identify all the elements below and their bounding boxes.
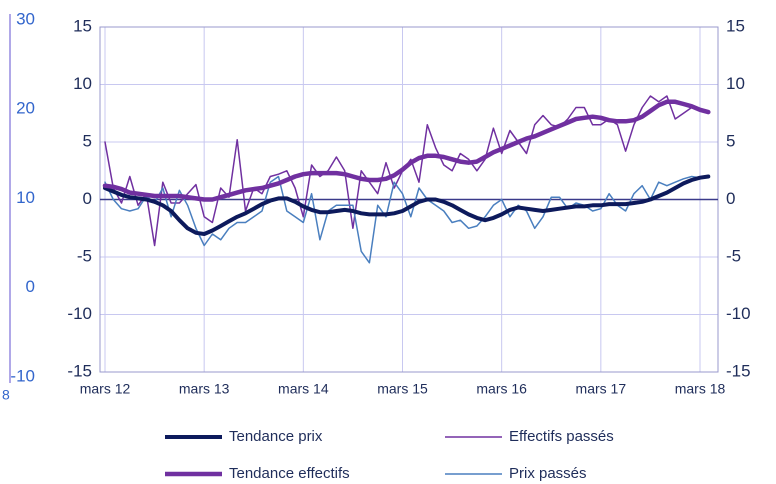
series-line	[104, 175, 710, 264]
y-right-tick-label: -15	[726, 361, 751, 380]
series-line	[102, 99, 711, 202]
series-line	[103, 174, 711, 236]
y-tick-label: -5	[77, 246, 92, 265]
y-tick-label: -10	[67, 304, 92, 323]
y-right-tick-label: 5	[726, 131, 735, 150]
y2-tick-label: 20	[16, 99, 35, 118]
x-tick-label: mars 13	[179, 381, 230, 397]
x-tick-label: mars 14	[278, 381, 329, 397]
annotation: 8	[2, 387, 10, 403]
legend-label: Prix passés	[509, 465, 587, 482]
legend-label: Effectifs passés	[509, 428, 614, 445]
y-right-tick-label: -10	[726, 304, 751, 323]
y-right-tick-label: 15	[726, 16, 745, 35]
y-tick-label: 10	[73, 74, 92, 93]
legend-label: Tendance prix	[229, 428, 323, 445]
x-tick-label: mars 18	[675, 381, 726, 397]
y-right-tick-label: -5	[726, 246, 741, 265]
x-tick-label: mars 17	[576, 381, 627, 397]
y-tick-label: 5	[83, 131, 92, 150]
y-tick-label: 15	[73, 16, 92, 35]
x-tick-label: mars 16	[476, 381, 527, 397]
y2-tick-label: 10	[16, 188, 35, 207]
y-right-tick-label: 10	[726, 74, 745, 93]
y2-tick-label: 0	[26, 277, 35, 296]
x-tick-label: mars 12	[80, 381, 131, 397]
y-tick-label: 0	[83, 189, 92, 208]
y2-tick-label: 30	[16, 9, 35, 28]
y2-tick-label: -10	[10, 366, 35, 385]
y-tick-label: -15	[67, 361, 92, 380]
legend-label: Tendance effectifs	[229, 465, 350, 482]
x-tick-label: mars 15	[377, 381, 428, 397]
y-right-tick-label: 0	[726, 189, 735, 208]
